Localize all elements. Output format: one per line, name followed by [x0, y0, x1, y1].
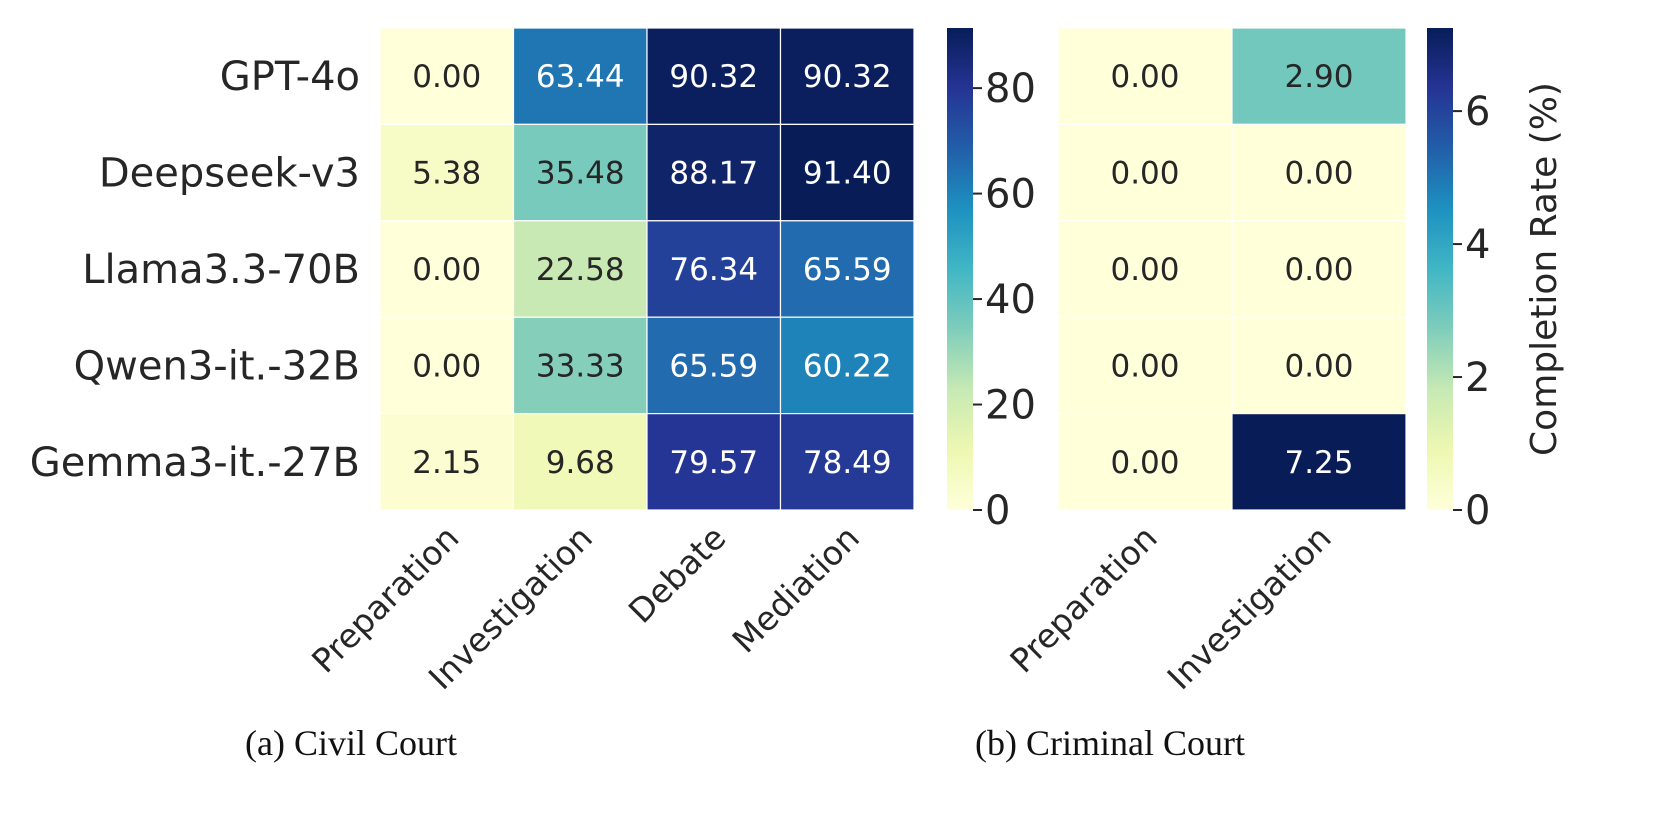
cell-value-label: 33.33 — [536, 348, 625, 384]
cell-value-label: 9.68 — [546, 445, 615, 481]
heatmap-cell — [646, 316, 782, 415]
heatmap-cell — [379, 316, 515, 415]
cell-value-label: 0.00 — [1110, 252, 1179, 288]
heatmap-cell — [779, 123, 915, 222]
cell-value-label: 65.59 — [803, 252, 892, 288]
cell-value-label: 0.00 — [1284, 156, 1353, 192]
heatmap-cell — [1057, 316, 1233, 415]
cell-value-label: 0.00 — [412, 59, 481, 95]
row-label: Deepseek-v3 — [99, 151, 360, 197]
cell-value-label: 79.57 — [669, 445, 758, 481]
colorbar-tick-label: 0 — [1465, 488, 1490, 534]
heatmap-cell — [779, 413, 915, 511]
heatmap-cell — [1057, 413, 1233, 511]
colorbar-tick-label: 4 — [1465, 222, 1490, 268]
heatmap-cell — [512, 220, 648, 318]
colorbar-tick-label: 2 — [1465, 355, 1490, 401]
heatmap-cell — [512, 123, 648, 222]
heatmap-cell — [779, 316, 915, 415]
column-label: Debate — [621, 518, 734, 631]
colorbar-label: Completion Rate (%) — [1524, 82, 1565, 456]
heatmap-cell — [1231, 27, 1407, 126]
colorbar-tick-label: 6 — [1465, 89, 1490, 135]
column-label: Investigation — [1160, 518, 1339, 697]
cell-value-label: 88.17 — [669, 156, 758, 192]
cell-value-label: 65.59 — [669, 348, 758, 384]
heatmap-cell — [1057, 123, 1233, 222]
cell-value-label: 63.44 — [536, 59, 625, 95]
cell-value-label: 0.00 — [1110, 348, 1179, 384]
heatmap-panel-1: 0.00 63.44 90.32 90.32 5.38 35.48 88.17 91.40 0.… — [30, 27, 1036, 763]
column-label: Preparation — [1002, 518, 1164, 680]
cell-value-label: 78.49 — [803, 445, 892, 481]
cell-value-label: 2.90 — [1284, 59, 1353, 95]
colorbar-tick-label: 20 — [985, 383, 1036, 429]
heatmap-cell — [1057, 27, 1233, 126]
cell-value-label: 60.22 — [803, 348, 892, 384]
heatmap-cell — [1231, 123, 1407, 222]
colorbar-tick-label: 0 — [985, 488, 1010, 534]
heatmap-cell — [646, 413, 782, 511]
heatmap-cell — [1231, 413, 1407, 511]
colorbar-tick-label: 60 — [985, 172, 1036, 218]
row-label: GPT-4o — [220, 54, 360, 100]
cell-value-label: 0.00 — [1284, 252, 1353, 288]
cell-value-label: 90.32 — [803, 59, 892, 95]
heatmap-cell — [379, 123, 515, 222]
column-label: Mediation — [725, 518, 867, 660]
heatmap-cell — [1231, 316, 1407, 415]
heatmap-cell — [379, 27, 515, 126]
colorbar — [1427, 28, 1453, 510]
cell-value-label: 0.00 — [412, 348, 481, 384]
row-label: Llama3.3-70B — [82, 247, 360, 293]
colorbar-tick-label: 80 — [985, 66, 1036, 112]
heatmap-cell — [512, 27, 648, 126]
row-label: Gemma3-it.-27B — [30, 440, 360, 486]
cell-value-label: 7.25 — [1284, 445, 1353, 481]
heatmap-cell — [779, 27, 915, 126]
heatmap-panel-2: 0.00 2.90 0.00 0.00 0.00 0.00 0.00 0.00 0.00 7.25… — [975, 27, 1565, 763]
cell-value-label: 35.48 — [536, 156, 625, 192]
figure-caption: (a) Civil Court — [245, 723, 457, 763]
colorbar-tick-label: 40 — [985, 277, 1036, 323]
cell-value-label: 0.00 — [412, 252, 481, 288]
cell-value-label: 91.40 — [803, 156, 892, 192]
cell-value-label: 22.58 — [536, 252, 625, 288]
cell-value-label: 90.32 — [669, 59, 758, 95]
cell-value-label: 2.15 — [412, 445, 481, 481]
cell-value-label: 0.00 — [1284, 348, 1353, 384]
cell-value-label: 0.00 — [1110, 156, 1179, 192]
figure-caption: (b) Criminal Court — [975, 723, 1245, 763]
cell-value-label: 0.00 — [1110, 59, 1179, 95]
heatmap-cell — [512, 413, 648, 511]
heatmap-cell — [646, 27, 782, 126]
heatmap-cell — [779, 220, 915, 318]
row-label: Qwen3-it.-32B — [74, 343, 360, 389]
cell-value-label: 76.34 — [669, 252, 758, 288]
cell-value-label: 5.38 — [412, 156, 481, 192]
heatmap-cell — [512, 316, 648, 415]
cell-value-label: 0.00 — [1110, 445, 1179, 481]
colorbar — [947, 28, 973, 510]
heatmap-cell — [379, 413, 515, 511]
